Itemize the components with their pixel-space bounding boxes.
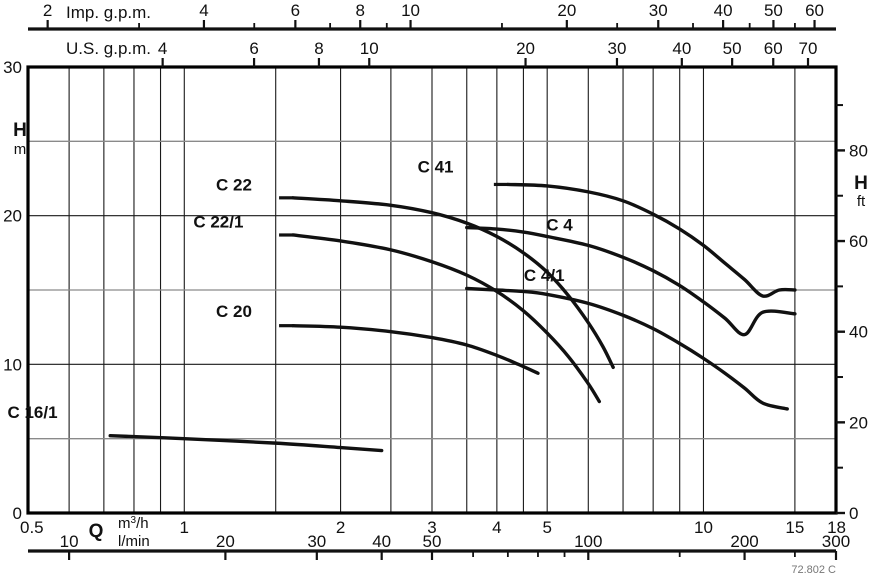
imp-gpm-axis-label: Imp. g.p.m.	[66, 3, 151, 22]
curve-c-4	[465, 225, 797, 337]
right-axis-unit: ft	[857, 193, 866, 210]
imp-gpm-tick-60: 60	[805, 1, 824, 20]
left-axis-tick-20: 20	[3, 207, 22, 226]
right-axis-tick-60: 60	[849, 232, 868, 251]
q-tick-5: 5	[542, 518, 551, 537]
q-tick-4: 4	[492, 518, 501, 537]
curve-label-c-22: C 22	[216, 175, 252, 194]
q-tick-10: 10	[694, 518, 713, 537]
curve-label-c-4: C 4	[546, 216, 573, 235]
imp-gpm-tick-6: 6	[291, 1, 300, 20]
q-tick-15: 15	[785, 518, 804, 537]
right-axis-tick-20: 20	[849, 413, 868, 432]
us-gpm-axis-label: U.S. g.p.m.	[66, 39, 151, 58]
left-axis-tick-10: 10	[3, 355, 22, 374]
imp-gpm-tick-30: 30	[649, 1, 668, 20]
lmin-tick-300: 300	[822, 532, 850, 551]
drawing-number: 72.802 C	[791, 564, 836, 576]
q-tick-2: 2	[336, 518, 345, 537]
q-axis-unit-m3h: m3/h	[118, 515, 149, 532]
curve-label-c-22-1: C 22/1	[193, 213, 243, 232]
curve-label-c-4-1: C 4/1	[524, 266, 565, 285]
q-axis-symbol: Q	[89, 521, 104, 542]
curve-c-4-1	[465, 286, 789, 411]
imp-gpm-tick-50: 50	[764, 1, 783, 20]
left-axis-unit: m	[14, 141, 27, 158]
curve-c-41	[506, 182, 797, 298]
us-gpm-tick-70: 70	[799, 39, 818, 58]
left-axis-tick-30: 30	[3, 58, 22, 77]
lmin-tick-50: 50	[423, 532, 442, 551]
curve-c-20	[291, 323, 540, 375]
right-axis-symbol: H	[854, 173, 868, 194]
us-gpm-tick-40: 40	[672, 39, 691, 58]
us-gpm-tick-10: 10	[360, 39, 379, 58]
us-gpm-tick-20: 20	[516, 39, 535, 58]
left-axis-symbol: H	[13, 120, 27, 141]
imp-gpm-tick-8: 8	[355, 1, 364, 20]
imp-gpm-tick-10: 10	[401, 1, 420, 20]
imp-gpm-tick-4: 4	[199, 1, 208, 20]
q-tick-18: 18	[827, 518, 846, 537]
curve-label-c-16-1: C 16/1	[7, 403, 57, 422]
q-tick-1: 1	[180, 518, 189, 537]
right-axis-tick-80: 80	[849, 141, 868, 160]
q-axis-unit-lmin: l/min	[118, 533, 150, 550]
curve-label-c-20: C 20	[216, 302, 252, 321]
us-gpm-tick-60: 60	[764, 39, 783, 58]
curve-c-22	[291, 196, 615, 370]
imp-gpm-tick-40: 40	[714, 1, 733, 20]
right-axis-tick-40: 40	[849, 323, 868, 342]
curve-c-16-1	[108, 433, 384, 453]
us-gpm-tick-50: 50	[723, 39, 742, 58]
us-gpm-tick-8: 8	[314, 39, 323, 58]
left-axis-tick-0: 0	[13, 504, 22, 523]
us-gpm-tick-30: 30	[608, 39, 627, 58]
lmin-tick-200: 200	[730, 532, 758, 551]
us-gpm-tick-4: 4	[158, 39, 167, 58]
imp-gpm-tick-20: 20	[557, 1, 576, 20]
lmin-tick-40: 40	[372, 532, 391, 551]
lmin-tick-100: 100	[574, 532, 602, 551]
q-tick-0_5: 0.5	[20, 518, 44, 537]
q-tick-3: 3	[427, 518, 436, 537]
us-gpm-tick-6: 6	[249, 39, 258, 58]
right-axis-tick-0: 0	[849, 504, 858, 523]
curve-c-22-1	[291, 233, 601, 404]
lmin-tick-20: 20	[216, 532, 235, 551]
lmin-tick-30: 30	[307, 532, 326, 551]
imp-gpm-tick-2: 2	[43, 1, 52, 20]
curve-label-c-41: C 41	[418, 158, 454, 177]
plot-frame	[26, 65, 838, 515]
lmin-tick-10: 10	[60, 532, 79, 551]
